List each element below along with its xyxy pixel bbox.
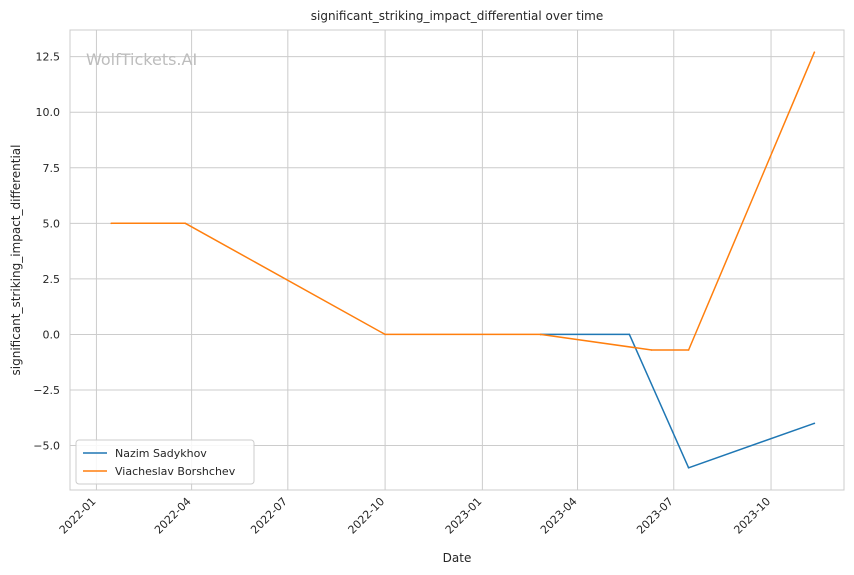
y-tick-label: −5.0 bbox=[33, 440, 60, 453]
y-tick-label: 7.5 bbox=[43, 162, 61, 175]
series-line-nazim-sadykhov bbox=[540, 333, 815, 469]
data-point-viacheslav-borshchev bbox=[539, 333, 542, 336]
y-tick-label: −2.5 bbox=[33, 384, 60, 397]
y-tick-label: 2.5 bbox=[43, 273, 61, 286]
data-point-nazim-sadykhov bbox=[687, 466, 690, 469]
x-axis-ticks: 2022-01 2022-04 2022-07 2022-10 2023-01 2023-… bbox=[57, 495, 773, 537]
data-point-viacheslav-borshchev bbox=[813, 51, 816, 54]
x-axis-label: Date bbox=[443, 551, 472, 565]
y-axis-ticks: −5.0 −2.5 0.0 2.5 5.0 7.5 10.0 12.5 bbox=[33, 51, 60, 453]
data-point-viacheslav-borshchev bbox=[384, 333, 386, 336]
data-point-nazim-sadykhov bbox=[813, 422, 816, 425]
legend-label-nazim-sadykhov: Nazim Sadykhov bbox=[115, 447, 207, 460]
plot-area bbox=[69, 29, 845, 491]
watermark: WolfTickets.AI bbox=[86, 50, 197, 69]
data-point-nazim-sadykhov bbox=[628, 333, 631, 336]
x-tick-label: 2023-01 bbox=[443, 495, 485, 537]
y-axis-label: significant_striking_impact_differential bbox=[9, 145, 23, 376]
series-lines bbox=[110, 51, 816, 469]
x-tick-label: 2022-04 bbox=[152, 495, 194, 537]
data-point-viacheslav-borshchev bbox=[110, 222, 113, 225]
x-tick-label: 2023-04 bbox=[538, 495, 580, 537]
x-tick-label: 2023-10 bbox=[731, 495, 773, 537]
legend-label-viacheslav-borshchev: Viacheslav Borshchev bbox=[115, 465, 236, 478]
y-tick-label: 10.0 bbox=[36, 106, 61, 119]
legend-box bbox=[75, 439, 255, 485]
data-point-viacheslav-borshchev bbox=[650, 349, 653, 351]
legend: Nazim Sadykhov Viacheslav Borshchev bbox=[75, 439, 255, 485]
y-tick-label: 0.0 bbox=[43, 328, 61, 341]
data-point-viacheslav-borshchev bbox=[184, 222, 187, 225]
chart-title: significant_striking_impact_differential… bbox=[311, 9, 603, 23]
x-tick-label: 2022-01 bbox=[57, 495, 99, 537]
y-tick-label: 5.0 bbox=[43, 217, 61, 230]
data-point-viacheslav-borshchev bbox=[687, 349, 690, 351]
x-tick-label: 2022-10 bbox=[346, 495, 388, 537]
x-tick-label: 2022-07 bbox=[248, 495, 290, 537]
y-tick-label: 12.5 bbox=[36, 51, 61, 64]
x-tick-label: 2023-07 bbox=[634, 495, 676, 537]
grid-lines bbox=[70, 30, 844, 490]
